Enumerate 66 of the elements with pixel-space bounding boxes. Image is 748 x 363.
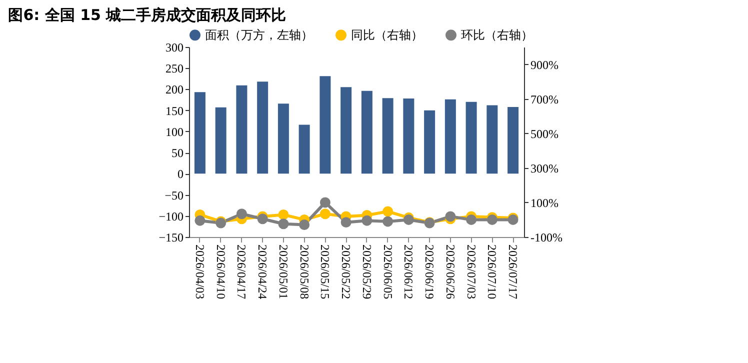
point bbox=[362, 215, 372, 226]
point bbox=[299, 220, 310, 230]
bar bbox=[382, 98, 394, 174]
legend-label: 环比（右轴） bbox=[461, 28, 533, 42]
x-tick-label: 2026/06/19 bbox=[422, 244, 437, 300]
point bbox=[194, 215, 206, 226]
bar bbox=[194, 92, 206, 174]
y-tick-label: 150 bbox=[166, 104, 184, 118]
x-tick-label: 2026/06/05 bbox=[380, 244, 395, 300]
x-tick-label: 2026/05/15 bbox=[318, 244, 332, 300]
point bbox=[257, 214, 268, 224]
legend-label: 同比（右轴） bbox=[351, 28, 423, 42]
y-tick-label: 0 bbox=[178, 167, 184, 182]
y-tick-label: −50 bbox=[164, 188, 184, 202]
x-tick-label: 2026/05/29 bbox=[360, 244, 374, 300]
x-tick-label: 2026/06/12 bbox=[402, 244, 416, 300]
x-tick-label: 2026/04/17 bbox=[234, 244, 249, 300]
y2-tick-label: 300% bbox=[530, 161, 558, 176]
bar bbox=[361, 90, 372, 174]
point bbox=[466, 214, 477, 225]
chart-title: 图6: 全国 15 城二手房成交面积及同环比 bbox=[8, 6, 286, 24]
bar bbox=[403, 98, 414, 174]
point bbox=[278, 209, 289, 220]
point bbox=[236, 208, 247, 220]
y-tick-label: 300 bbox=[166, 40, 184, 54]
bar bbox=[236, 85, 248, 174]
x-tick-label: 2026/07/17 bbox=[506, 244, 520, 300]
x-tick-label: 2026/07/10 bbox=[485, 244, 500, 300]
x-tick-label: 2026/04/24 bbox=[256, 244, 270, 300]
x-tick-label: 2026/05/22 bbox=[339, 244, 354, 300]
x-tick-label: 2026/05/01 bbox=[276, 244, 290, 300]
y2-tick-label: 700% bbox=[530, 92, 558, 106]
bar bbox=[340, 87, 352, 174]
bar bbox=[278, 104, 289, 174]
y-tick-label: −150 bbox=[158, 230, 184, 244]
bar bbox=[298, 124, 310, 174]
x-tick-label: 2026/04/10 bbox=[214, 244, 228, 300]
x-tick-label: 2026/06/26 bbox=[443, 244, 458, 300]
y-tick-label: 100 bbox=[166, 124, 184, 139]
point bbox=[320, 197, 330, 208]
x-tick-label: 2026/05/08 bbox=[297, 244, 312, 300]
bar bbox=[486, 105, 498, 174]
bar bbox=[215, 107, 226, 174]
y-tick-label: 200 bbox=[166, 82, 184, 97]
bar bbox=[320, 76, 331, 174]
point bbox=[320, 208, 330, 220]
point bbox=[278, 218, 289, 230]
y2-tick-label: -100% bbox=[530, 230, 562, 244]
point bbox=[445, 211, 456, 222]
bar bbox=[508, 106, 519, 174]
point bbox=[340, 217, 352, 228]
y-tick-label: 50 bbox=[172, 146, 184, 160]
legend-label: 面积（万方，左轴） bbox=[205, 28, 313, 42]
x-tick-label: 2026/07/03 bbox=[464, 244, 478, 300]
bar bbox=[424, 110, 436, 174]
bar bbox=[444, 99, 456, 174]
point bbox=[382, 206, 394, 217]
y-tick-label: −100 bbox=[158, 209, 184, 224]
y-tick-label: 250 bbox=[166, 62, 184, 76]
y2-tick-label: 900% bbox=[530, 58, 558, 72]
y2-tick-label: 100% bbox=[530, 196, 558, 210]
y2-tick-label: 500% bbox=[530, 126, 558, 141]
x-tick-label: 2026/04/03 bbox=[192, 244, 207, 300]
bar bbox=[257, 82, 268, 174]
point bbox=[382, 216, 394, 227]
bar bbox=[466, 102, 477, 174]
